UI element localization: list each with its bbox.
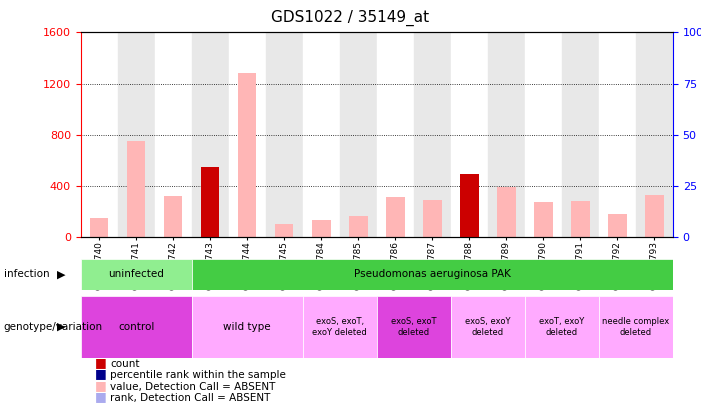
Text: ■: ■ <box>95 356 107 369</box>
Bar <box>562 32 599 237</box>
Text: value, Detection Call = ABSENT: value, Detection Call = ABSENT <box>110 382 275 392</box>
Text: Pseudomonas aeruginosa PAK: Pseudomonas aeruginosa PAK <box>354 269 511 279</box>
Bar <box>377 32 414 237</box>
Text: genotype/variation: genotype/variation <box>4 322 102 332</box>
Bar <box>525 32 562 237</box>
Bar <box>386 197 404 237</box>
Bar <box>488 32 525 237</box>
Bar <box>127 141 145 237</box>
Bar <box>201 166 219 237</box>
Bar <box>191 296 303 358</box>
Bar <box>303 32 340 237</box>
Text: infection: infection <box>4 269 49 279</box>
Bar <box>81 296 191 358</box>
Bar <box>460 174 479 237</box>
Bar <box>340 32 377 237</box>
Bar <box>275 224 294 237</box>
Bar <box>349 217 367 237</box>
Bar <box>414 32 451 237</box>
Bar <box>636 32 673 237</box>
Bar <box>191 32 229 237</box>
Bar <box>525 296 599 358</box>
Bar <box>451 296 525 358</box>
Text: exoT, exoY
deleted: exoT, exoY deleted <box>539 318 585 337</box>
Bar <box>81 32 118 237</box>
Text: GDS1022 / 35149_at: GDS1022 / 35149_at <box>271 10 430 26</box>
Text: ■: ■ <box>95 367 107 380</box>
Text: count: count <box>110 359 139 369</box>
Text: uninfected: uninfected <box>108 269 164 279</box>
Bar <box>312 220 330 237</box>
Text: percentile rank within the sample: percentile rank within the sample <box>110 370 286 380</box>
Bar <box>608 214 627 237</box>
Text: ■: ■ <box>95 390 107 403</box>
Bar <box>238 73 257 237</box>
Bar <box>645 195 664 237</box>
Bar <box>266 32 303 237</box>
Bar <box>155 32 191 237</box>
Bar <box>303 296 377 358</box>
Bar <box>81 259 191 290</box>
Text: control: control <box>118 322 154 332</box>
Bar <box>599 32 636 237</box>
Bar <box>118 32 155 237</box>
Text: rank, Detection Call = ABSENT: rank, Detection Call = ABSENT <box>110 393 271 403</box>
Text: exoS, exoY
deleted: exoS, exoY deleted <box>465 318 510 337</box>
Text: ■: ■ <box>95 379 107 392</box>
Bar <box>164 196 182 237</box>
Text: ▶: ▶ <box>57 269 66 279</box>
Bar <box>229 32 266 237</box>
Text: exoS, exoT
deleted: exoS, exoT deleted <box>391 318 437 337</box>
Bar <box>451 32 488 237</box>
Bar <box>599 296 673 358</box>
Bar <box>534 202 552 237</box>
Text: wild type: wild type <box>224 322 271 332</box>
Bar <box>423 200 442 237</box>
Bar <box>497 187 516 237</box>
Bar <box>90 218 109 237</box>
Bar <box>377 296 451 358</box>
Text: needle complex
deleted: needle complex deleted <box>602 318 669 337</box>
Text: exoS, exoT,
exoY deleted: exoS, exoT, exoY deleted <box>313 318 367 337</box>
Text: ▶: ▶ <box>57 322 66 332</box>
Bar <box>571 201 590 237</box>
Bar <box>191 259 673 290</box>
